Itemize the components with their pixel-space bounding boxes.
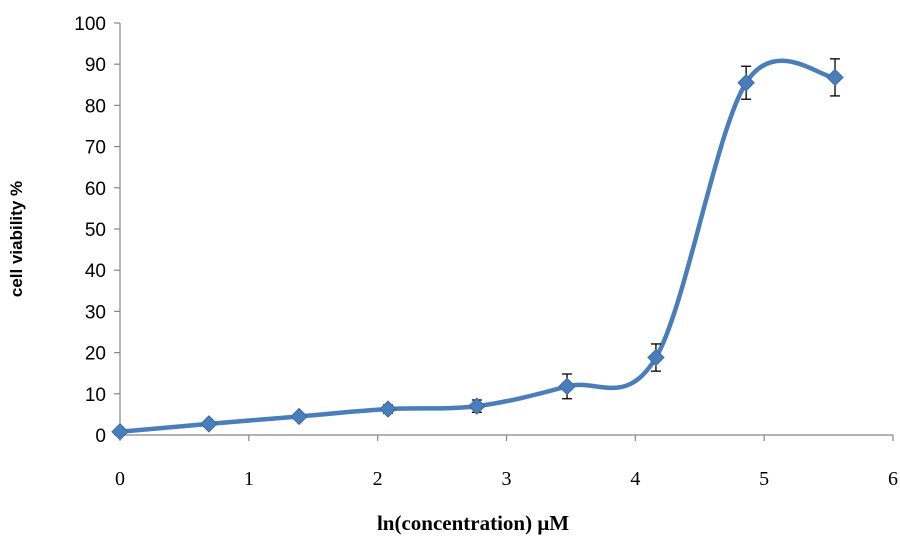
x-tick-label: 1: [244, 468, 254, 490]
x-tick-label: 5: [759, 468, 769, 490]
data-point-marker: [468, 397, 486, 415]
y-tick-label: 10: [85, 385, 106, 406]
data-point-marker: [826, 68, 844, 87]
x-tick-label: 0: [115, 468, 125, 490]
y-tick-label: 0: [95, 426, 106, 447]
y-tick-label: 20: [85, 344, 106, 365]
series-line: [117, 58, 838, 434]
plot-area: [111, 58, 844, 441]
y-tick-label: 60: [85, 179, 106, 200]
data-point-marker: [647, 348, 665, 367]
y-tick-label: 50: [85, 220, 106, 241]
y-tick-label: 30: [85, 302, 106, 323]
data-point-marker: [737, 74, 755, 92]
x-axis-label: ln(concentration) μM: [377, 511, 569, 535]
y-tick-label: 40: [85, 261, 106, 282]
y-tick-label: 80: [85, 96, 106, 117]
axes: [119, 23, 893, 436]
data-point-marker: [111, 422, 129, 441]
x-tick-label: 3: [502, 468, 512, 490]
data-point-marker: [200, 415, 218, 433]
x-ticks: 0 1 2 3 4 5 6: [115, 435, 898, 490]
x-tick-label: 4: [630, 468, 640, 490]
data-point-marker: [379, 400, 397, 418]
x-tick-label: 2: [373, 468, 383, 490]
y-tick-label: 100: [74, 14, 106, 35]
x-tick-label: 6: [888, 468, 898, 490]
y-tick-label: 70: [85, 138, 106, 159]
y-tick-label: 90: [85, 55, 106, 76]
data-point-marker: [290, 407, 308, 426]
y-ticks: 0 10 20 30 40 50 60 70 80 90 100: [74, 14, 120, 447]
data-point-marker: [558, 377, 576, 396]
y-axis-label: cell viability %: [7, 181, 26, 297]
